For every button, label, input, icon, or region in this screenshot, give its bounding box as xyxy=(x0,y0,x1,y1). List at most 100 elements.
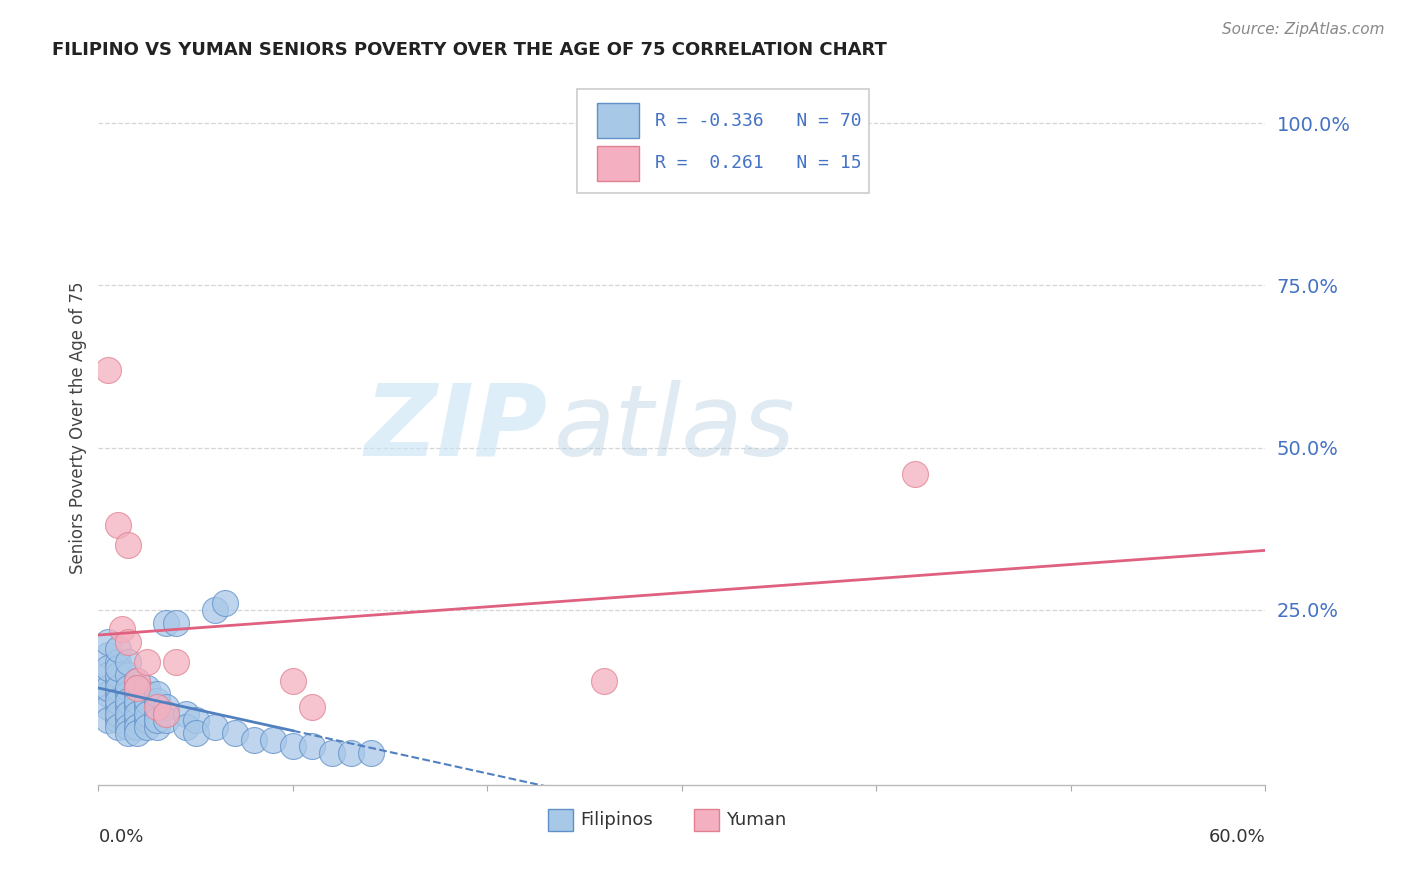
Point xyxy=(127,681,149,695)
Point xyxy=(107,641,129,656)
Point xyxy=(107,706,129,721)
Point xyxy=(146,687,169,701)
Point xyxy=(97,687,120,701)
Point xyxy=(117,681,139,695)
Point xyxy=(155,713,177,727)
Point xyxy=(184,713,207,727)
Point xyxy=(117,693,139,707)
Point xyxy=(97,713,120,727)
Point xyxy=(155,700,177,714)
Point xyxy=(107,661,129,675)
Point xyxy=(136,681,159,695)
Point xyxy=(127,687,149,701)
Point xyxy=(107,518,129,533)
Point xyxy=(593,674,616,689)
Point xyxy=(204,603,226,617)
Point xyxy=(117,655,139,669)
Point xyxy=(127,720,149,734)
Text: 0.0%: 0.0% xyxy=(98,828,143,846)
Text: atlas: atlas xyxy=(554,380,796,476)
Point xyxy=(184,726,207,740)
Text: R =  0.261   N = 15: R = 0.261 N = 15 xyxy=(655,154,862,172)
Point xyxy=(97,667,120,681)
Point xyxy=(117,713,139,727)
Point xyxy=(146,693,169,707)
Point xyxy=(136,687,159,701)
Point xyxy=(155,706,177,721)
Point xyxy=(127,674,149,689)
Point xyxy=(146,713,169,727)
Point xyxy=(117,635,139,649)
Point xyxy=(136,655,159,669)
Point xyxy=(136,700,159,714)
Point xyxy=(204,720,226,734)
Text: Yuman: Yuman xyxy=(727,811,786,829)
Point xyxy=(904,467,927,481)
Text: Filipinos: Filipinos xyxy=(581,811,654,829)
Point xyxy=(97,648,120,663)
Point xyxy=(262,732,284,747)
Point xyxy=(117,706,139,721)
Point xyxy=(97,700,120,714)
Point xyxy=(281,739,304,753)
Point xyxy=(136,720,159,734)
Point xyxy=(301,739,323,753)
Text: Source: ZipAtlas.com: Source: ZipAtlas.com xyxy=(1222,22,1385,37)
Point xyxy=(107,674,129,689)
Point xyxy=(136,706,159,721)
Point xyxy=(301,700,323,714)
Point xyxy=(340,746,363,760)
Point xyxy=(146,720,169,734)
Point xyxy=(155,615,177,630)
Point xyxy=(107,681,129,695)
Point xyxy=(146,706,169,721)
Point xyxy=(111,622,134,636)
Point xyxy=(127,693,149,707)
Point xyxy=(97,661,120,675)
Text: R = -0.336   N = 70: R = -0.336 N = 70 xyxy=(655,112,862,129)
Point xyxy=(224,726,246,740)
FancyBboxPatch shape xyxy=(576,89,869,193)
Point xyxy=(97,681,120,695)
Point xyxy=(107,700,129,714)
Point xyxy=(97,363,120,377)
Text: FILIPINO VS YUMAN SENIORS POVERTY OVER THE AGE OF 75 CORRELATION CHART: FILIPINO VS YUMAN SENIORS POVERTY OVER T… xyxy=(52,41,887,59)
Point xyxy=(117,720,139,734)
Point xyxy=(127,726,149,740)
Point xyxy=(107,713,129,727)
Point xyxy=(136,693,159,707)
Point xyxy=(136,713,159,727)
Point xyxy=(127,706,149,721)
Point xyxy=(107,667,129,681)
Point xyxy=(321,746,343,760)
Point xyxy=(117,538,139,552)
Bar xyxy=(693,808,720,831)
Point xyxy=(117,700,139,714)
Text: ZIP: ZIP xyxy=(364,380,548,476)
Text: 60.0%: 60.0% xyxy=(1209,828,1265,846)
Point xyxy=(127,681,149,695)
Point xyxy=(107,655,129,669)
Bar xyxy=(548,808,574,831)
Point xyxy=(127,674,149,689)
Y-axis label: Seniors Poverty Over the Age of 75: Seniors Poverty Over the Age of 75 xyxy=(69,282,87,574)
Point xyxy=(360,746,382,760)
Point xyxy=(117,687,139,701)
Point xyxy=(97,635,120,649)
Point xyxy=(174,720,197,734)
Point xyxy=(117,667,139,681)
Point xyxy=(165,655,187,669)
Point xyxy=(281,674,304,689)
Point xyxy=(117,726,139,740)
Point xyxy=(107,693,129,707)
Point xyxy=(127,713,149,727)
Bar xyxy=(596,146,638,180)
Point xyxy=(107,720,129,734)
Point xyxy=(243,732,266,747)
Point xyxy=(214,596,236,610)
Point xyxy=(107,687,129,701)
Bar xyxy=(596,103,638,137)
Point xyxy=(165,615,187,630)
Point xyxy=(127,700,149,714)
Point xyxy=(146,700,169,714)
